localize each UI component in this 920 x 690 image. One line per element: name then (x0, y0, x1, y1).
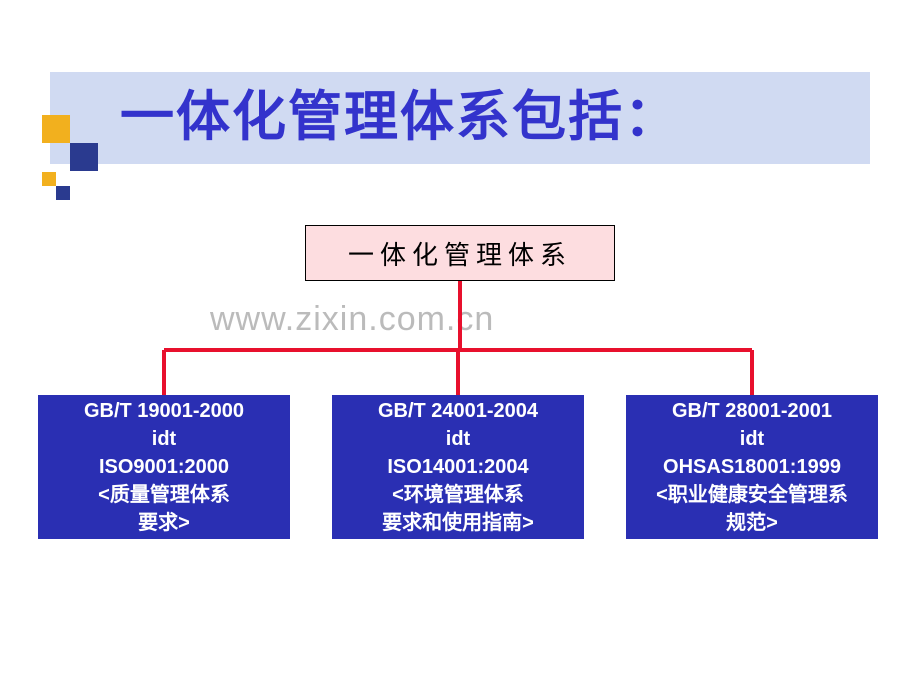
decorative-square (70, 143, 98, 171)
child-node-3: GB/T 28001-2001idtOHSAS18001:1999<职业健康安全… (626, 395, 878, 539)
root-node-label: 一体化管理体系 (348, 235, 572, 272)
decorative-square (42, 172, 56, 186)
decorative-square (56, 186, 70, 200)
child-node-2-label: GB/T 24001-2004idtISO14001:2004<环境管理体系要求… (378, 397, 538, 537)
page-title: 一体化管理体系包括： (120, 72, 680, 151)
decorative-square (42, 115, 70, 143)
child-node-1-label: GB/T 19001-2000idtISO9001:2000<质量管理体系要求> (84, 397, 244, 537)
child-node-1: GB/T 19001-2000idtISO9001:2000<质量管理体系要求> (38, 395, 290, 539)
watermark: www.zixin.com.cn (210, 300, 494, 339)
root-node: 一体化管理体系 (305, 225, 615, 281)
child-node-3-label: GB/T 28001-2001idtOHSAS18001:1999<职业健康安全… (656, 397, 848, 537)
child-node-2: GB/T 24001-2004idtISO14001:2004<环境管理体系要求… (332, 395, 584, 539)
